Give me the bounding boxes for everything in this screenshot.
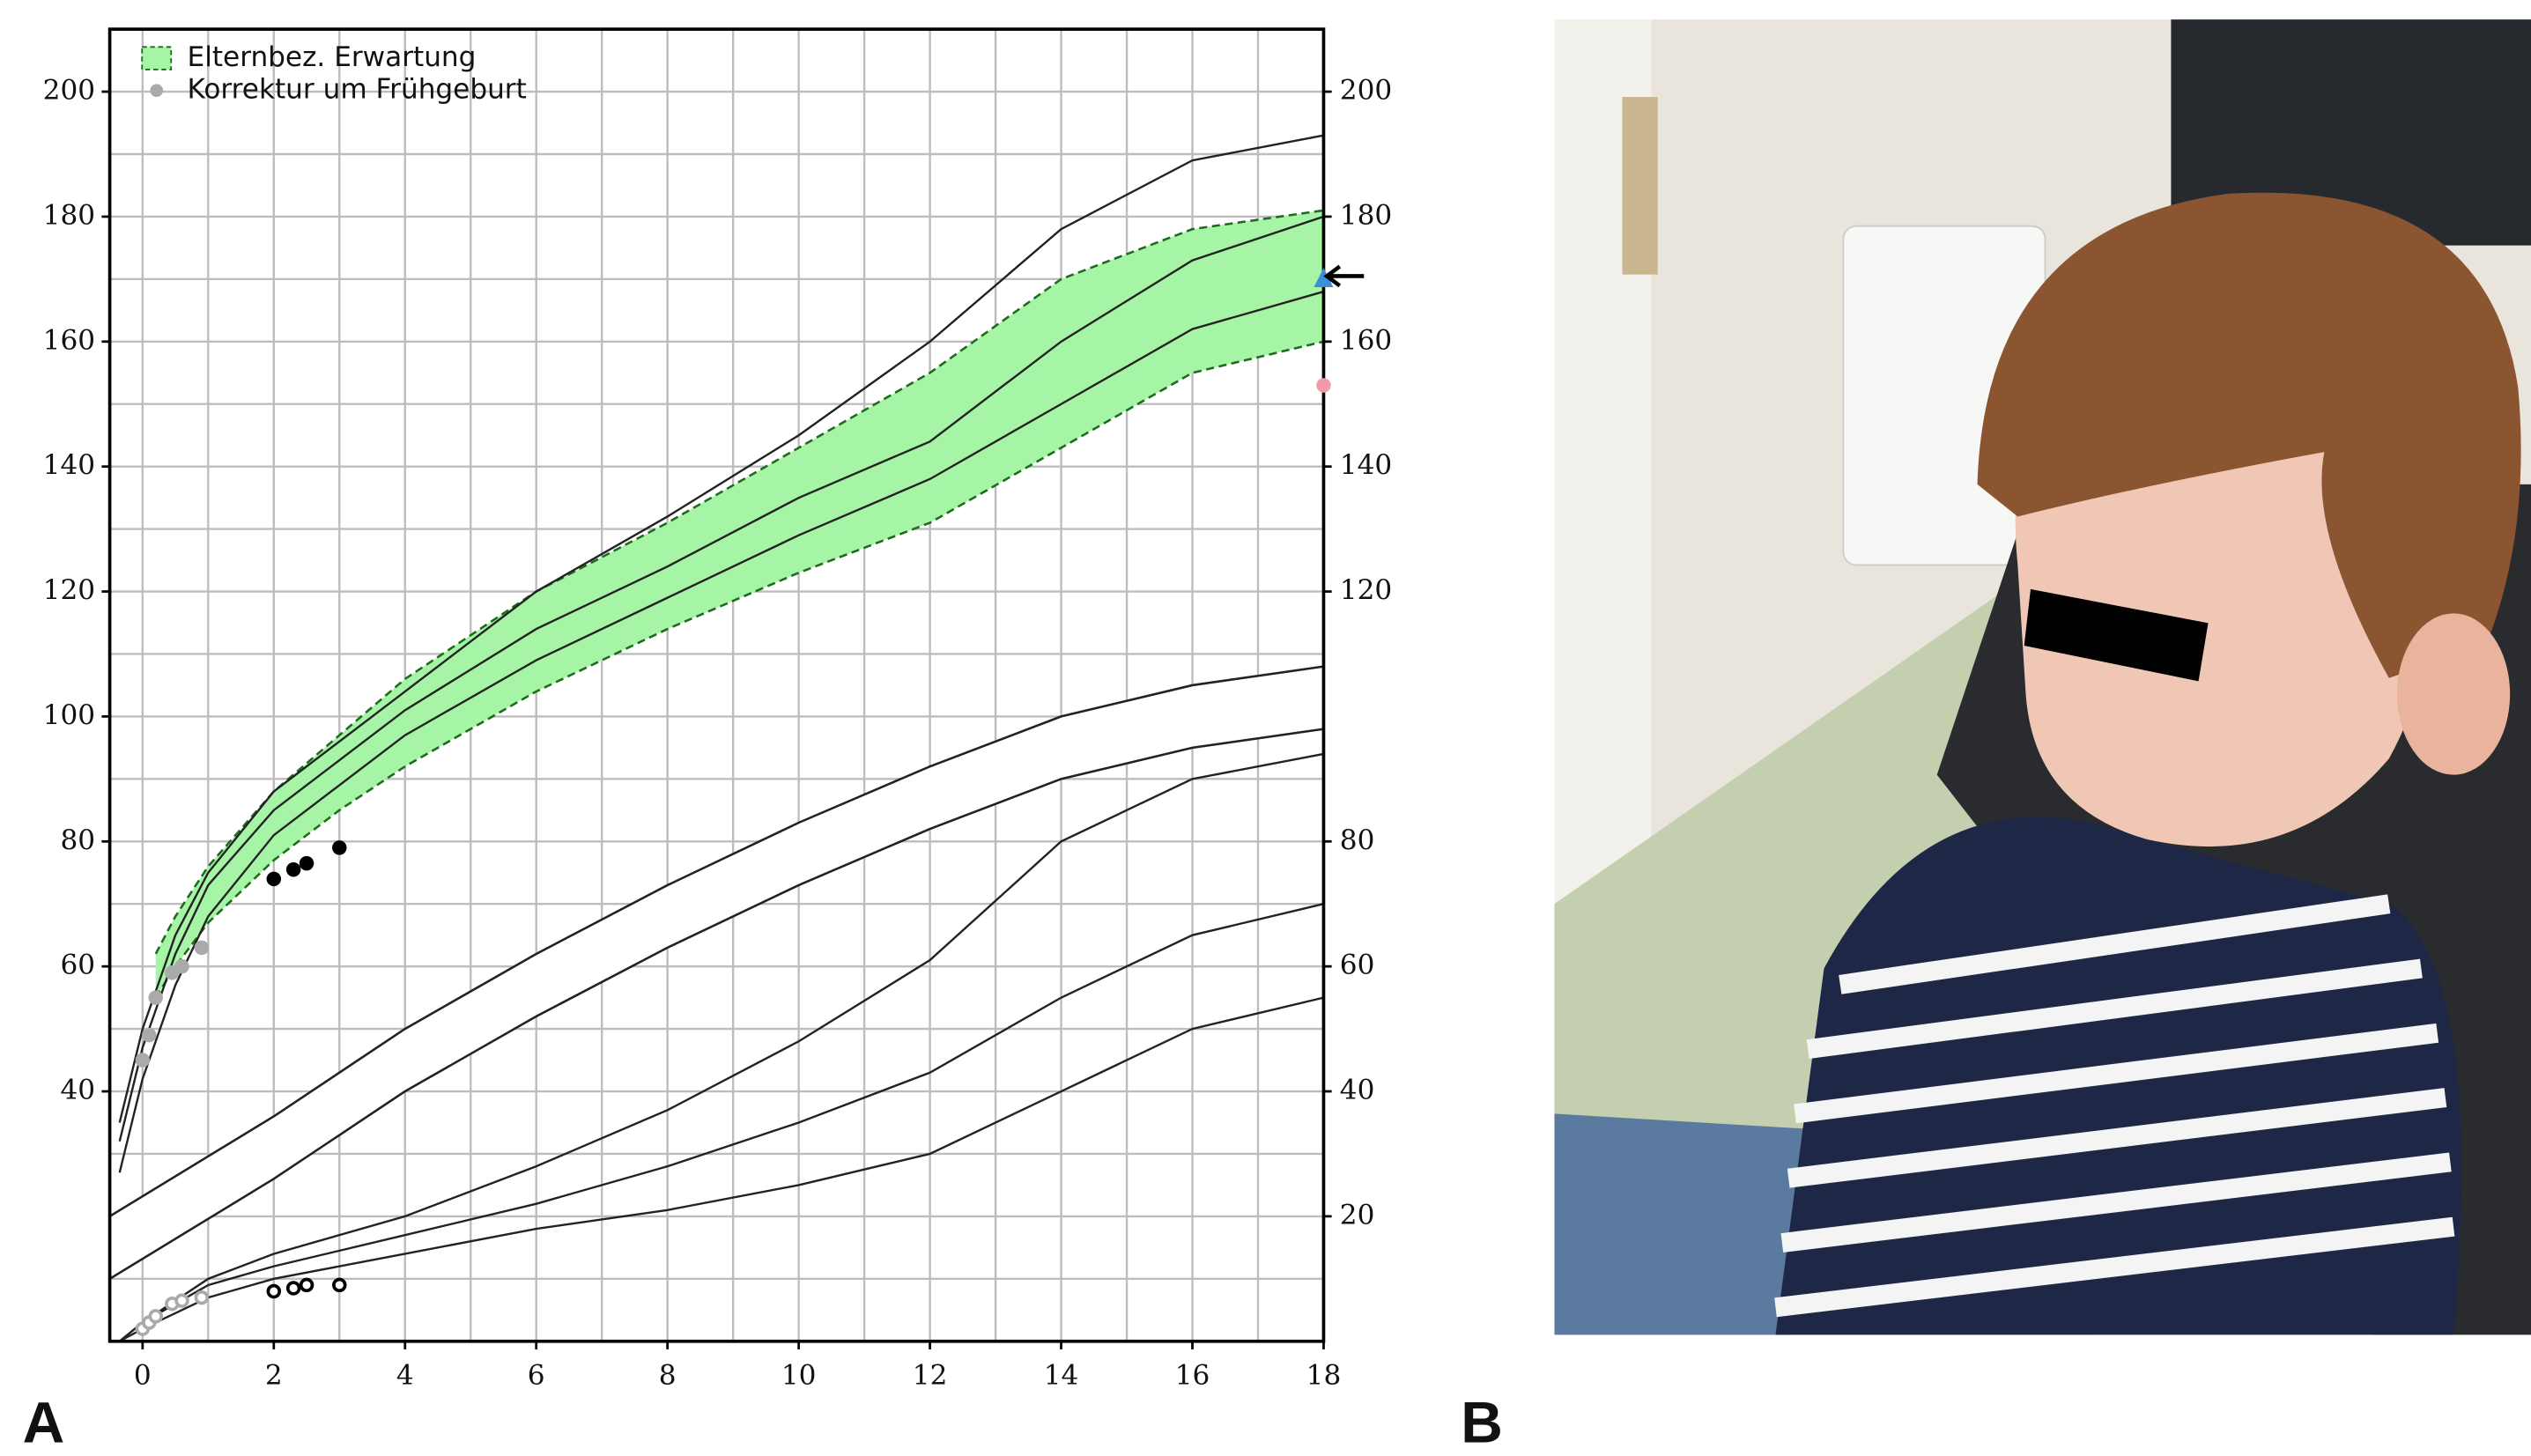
x-tick-label: 4 [396, 1360, 414, 1392]
legend-swatch [141, 46, 173, 70]
y2-tick-label: 200 [1340, 75, 1392, 107]
expectation-band-edge [154, 340, 1324, 999]
legend-marker [150, 84, 164, 98]
white-band-edge [108, 728, 1324, 1280]
data-point [194, 940, 210, 956]
percentile-line [119, 752, 1324, 1342]
data-point [194, 1290, 210, 1305]
data-point [299, 855, 315, 871]
y2-tick-label: 120 [1340, 574, 1392, 606]
legend-label: Elternbez. Erwartung [188, 41, 477, 73]
data-point [299, 1277, 315, 1293]
data-point [332, 1277, 347, 1293]
data-point [1316, 378, 1331, 393]
white-band [109, 666, 1324, 1279]
x-tick-label: 10 [781, 1360, 817, 1392]
arrow [1323, 264, 1365, 288]
data-point [266, 871, 282, 887]
expectation-band [155, 210, 1324, 998]
data-point [148, 1309, 163, 1324]
data-point [148, 990, 163, 1005]
y2-tick-label: 40 [1340, 1075, 1375, 1106]
data-point [142, 1027, 157, 1043]
x-tick-label: 0 [134, 1360, 152, 1392]
y2-tick-label: 140 [1340, 449, 1392, 481]
data-point [285, 861, 301, 877]
data-point [135, 1053, 151, 1068]
photo [1554, 19, 2531, 1335]
white-band-edge [108, 665, 1324, 1217]
legend-label: Korrektur um Frühgeburt [188, 74, 527, 106]
x-tick-label: 8 [659, 1360, 677, 1392]
y-tick-label: 140 [43, 449, 95, 481]
data-point [1314, 268, 1334, 288]
chart: 0 2 4 6 8 10 12 14 16 18 40 60 80 100 120 140 160 180 200 2… [43, 27, 1392, 1392]
y-tick-label: 60 [60, 950, 95, 981]
x-tick-label: 6 [528, 1360, 545, 1392]
x-tick-label: 16 [1175, 1360, 1210, 1392]
data-point [266, 1283, 282, 1299]
panel-label: A [23, 1389, 65, 1454]
data-point [174, 1293, 189, 1308]
y2-tick-label: 60 [1340, 950, 1375, 981]
percentile-line [118, 134, 1324, 1123]
y-tick-label: 100 [43, 699, 95, 731]
y-tick-label: 40 [60, 1075, 95, 1106]
data-point [332, 840, 347, 855]
y-tick-label: 160 [43, 324, 95, 356]
y2-tick-label: 160 [1340, 324, 1392, 356]
panel-label: B [1461, 1389, 1503, 1454]
y-tick-label: 180 [43, 199, 95, 231]
x-tick-label: 12 [913, 1360, 948, 1392]
percentile-line [118, 215, 1324, 1142]
percentile-line [119, 903, 1324, 1342]
plot-frame [107, 27, 1326, 1343]
x-tick-label: 14 [1044, 1360, 1079, 1392]
y-tick-label: 80 [60, 824, 95, 856]
x-tick-label: 18 [1306, 1360, 1342, 1392]
percentile-line [118, 290, 1324, 1173]
y2-tick-label: 20 [1340, 1199, 1375, 1231]
data-point [174, 958, 189, 974]
y2-tick-label: 180 [1340, 199, 1392, 231]
y-tick-label: 120 [43, 574, 95, 606]
data-point [285, 1281, 301, 1296]
y2-tick-label: 80 [1340, 824, 1375, 856]
y-tick-label: 200 [43, 75, 95, 107]
x-tick-label: 2 [265, 1360, 283, 1392]
